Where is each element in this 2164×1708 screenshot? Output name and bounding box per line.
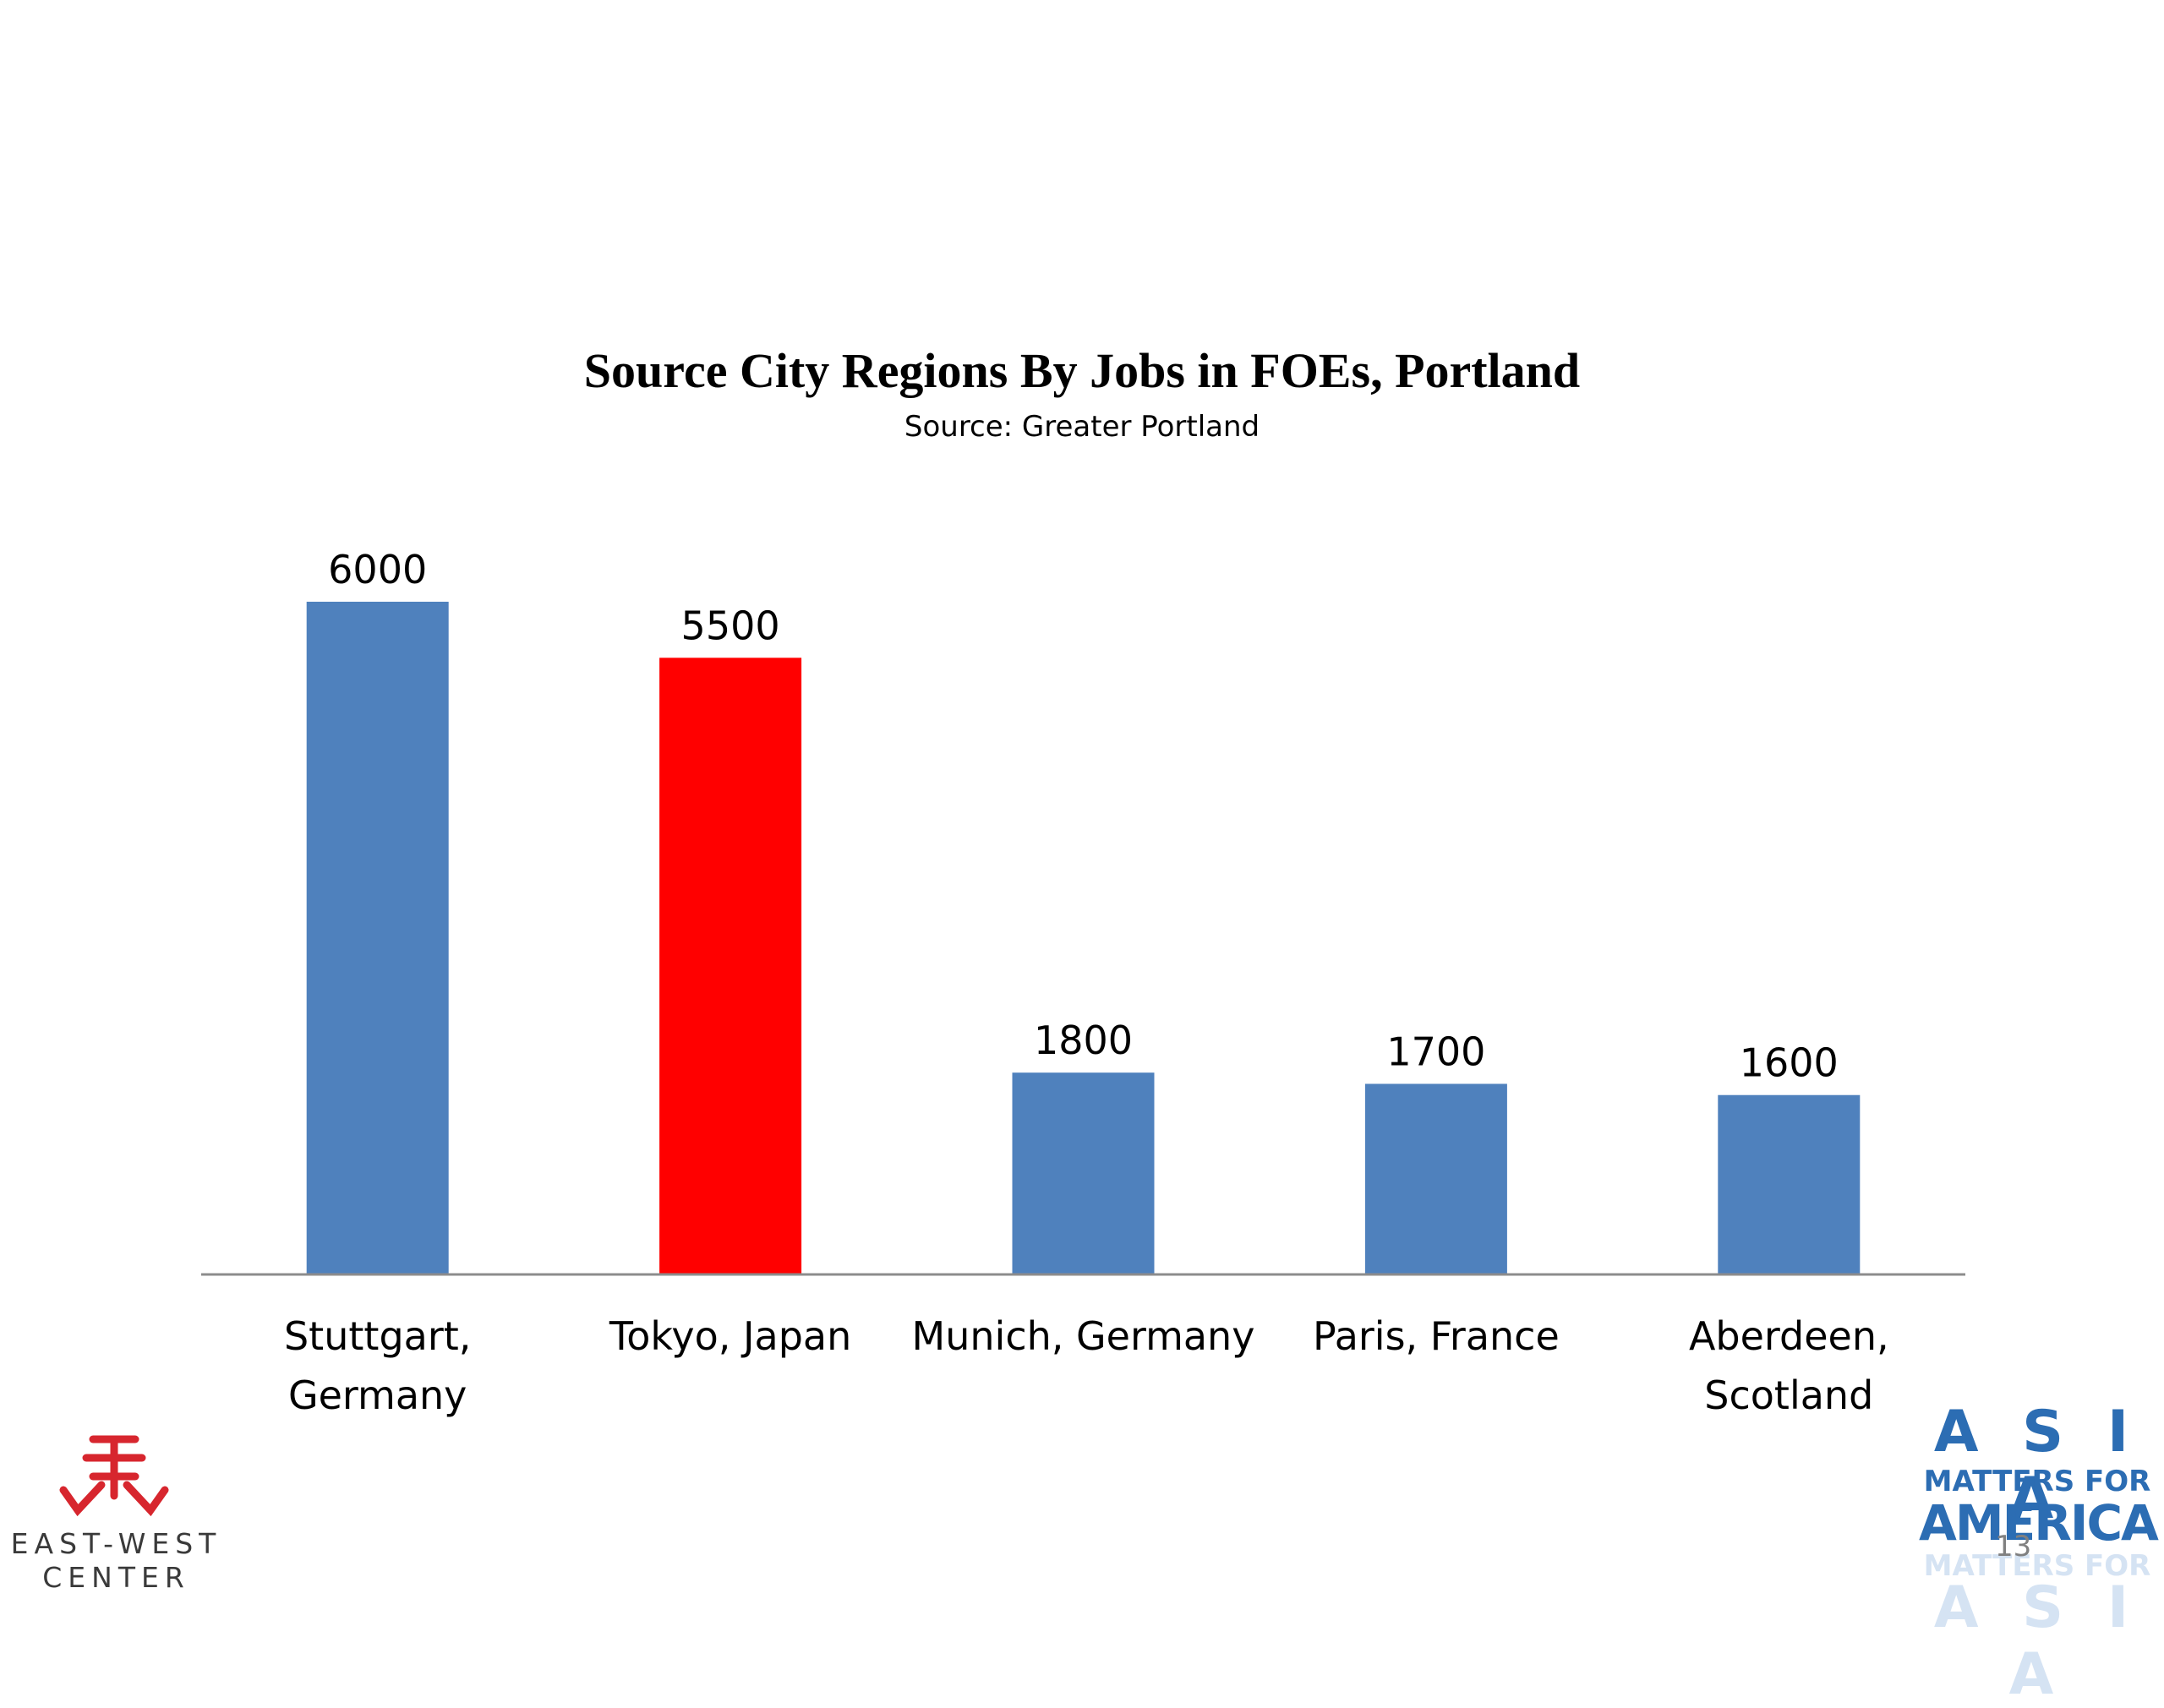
matters-for-wordmark: MATTERS FOR <box>1923 1465 2151 1498</box>
data-label-4: 1600 <box>1740 1040 1839 1086</box>
matters-for-reflection: MATTERS FOR <box>1923 1549 2151 1583</box>
data-label-1: 5500 <box>681 603 780 648</box>
category-label-4-1: Scotland <box>1704 1372 1873 1418</box>
page-number: 13 <box>1995 1530 2032 1563</box>
asia-matters-for-america-logo: A S I A MATTERS FOR AMERICA MATTERS FOR … <box>1919 1399 2164 1708</box>
data-label-0: 6000 <box>328 547 427 592</box>
bar-2 <box>1012 1072 1155 1274</box>
east-west-center-logo: EAST-WEST CENTER <box>8 1432 216 1602</box>
asia-wordmark: A S I A <box>1933 1399 2141 1532</box>
category-label-0-0: Stuttgart, <box>284 1313 471 1359</box>
category-label-4-0: Aberdeen, <box>1689 1313 1889 1359</box>
center-text: CENTER <box>42 1561 190 1594</box>
america-wordmark: AMERICA <box>1919 1494 2159 1552</box>
east-west-center-emblem-icon <box>59 1435 169 1517</box>
data-label-3: 1700 <box>1386 1029 1485 1074</box>
bar-0 <box>306 602 449 1274</box>
bar-3 <box>1364 1083 1507 1274</box>
chart-title: Source City Regions By Jobs in FOEs, Por… <box>583 343 1581 398</box>
chart-subtitle: Source: Greater Portland <box>904 410 1260 444</box>
category-label-0-1: Germany <box>288 1372 467 1418</box>
east-west-text: EAST-WEST <box>10 1527 222 1560</box>
category-label-2-0: Munich, Germany <box>912 1313 1255 1359</box>
asia-reflection: A S I A <box>1933 1574 2141 1708</box>
bar-1 <box>659 658 802 1274</box>
data-label-2: 1800 <box>1034 1018 1133 1063</box>
bar-chart: 6000 Stuttgart, Germany 5500 Tokyo, Japan 180… <box>201 547 1965 1418</box>
category-label-3-0: Paris, France <box>1313 1313 1560 1359</box>
bar-4 <box>1718 1094 1861 1274</box>
category-label-1-0: Tokyo, Japan <box>609 1313 851 1359</box>
